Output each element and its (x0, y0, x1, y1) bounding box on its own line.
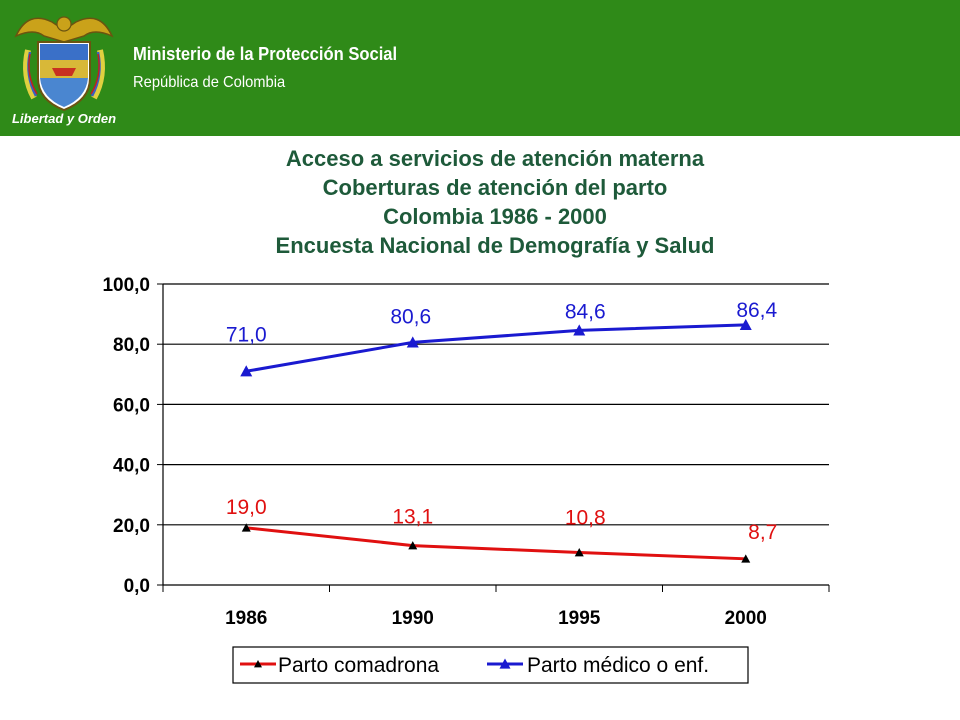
data-point-marker (240, 365, 253, 377)
title-line-1: Acceso a servicios de atención materna (285, 146, 705, 171)
data-point-marker (573, 324, 586, 336)
data-point-marker (408, 541, 418, 550)
x-tick-label: 1986 (225, 608, 267, 629)
coat-of-arms-icon: Libertad y Orden (12, 16, 116, 126)
x-tick-label: 1995 (558, 608, 601, 629)
y-tick-label: 60,0 (113, 395, 150, 416)
series-line (246, 526, 746, 561)
x-tick-label: 2000 (725, 608, 767, 629)
data-label: 86,4 (736, 299, 777, 322)
y-tick-label: 40,0 (113, 456, 150, 477)
data-point-marker (741, 554, 751, 563)
title-line-3: Colombia 1986 - 2000 (383, 204, 607, 229)
legend-label: Parto médico o enf. (527, 654, 709, 677)
y-tick-label: 0,0 (124, 576, 150, 597)
chart-title: Acceso a servicios de atención materna C… (0, 144, 960, 260)
data-point-marker (574, 547, 584, 557)
legend-swatch-marker (499, 658, 511, 669)
x-tick-label: 1990 (392, 608, 434, 629)
title-line-2: Coberturas de atención del parto (322, 175, 668, 200)
y-tick-label: 100,0 (102, 275, 150, 296)
header-banner: Libertad y Orden Ministerio de la Protec… (0, 0, 960, 136)
data-label: 80,6 (390, 305, 431, 328)
data-label: 71,0 (226, 323, 267, 346)
ministry-name: Ministerio de la Protección Social (133, 44, 398, 64)
legend-label: Parto comadrona (278, 654, 439, 677)
series-line (245, 323, 746, 373)
motto-text: Libertad y Orden (12, 111, 116, 126)
data-point-marker (241, 523, 251, 532)
y-tick-label: 20,0 (113, 516, 150, 537)
data-label: 84,6 (565, 300, 606, 323)
republic-name: República de Colombia (133, 74, 286, 91)
data-label: 19,0 (226, 496, 267, 519)
data-label: 8,7 (748, 521, 777, 544)
title-line-4: Encuesta Nacional de Demografía y Salud (275, 233, 715, 258)
y-tick-label: 80,0 (113, 335, 150, 356)
legend-swatch-marker (254, 660, 262, 668)
data-label: 10,8 (565, 506, 606, 529)
data-label: 13,1 (392, 506, 433, 529)
data-point-marker (739, 318, 752, 331)
data-point-marker (406, 336, 419, 348)
